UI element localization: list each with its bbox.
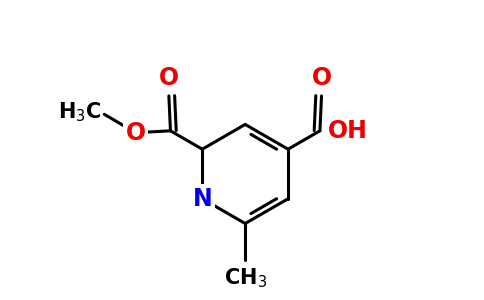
Text: CH$_3$: CH$_3$ (224, 266, 267, 290)
Text: O: O (312, 66, 332, 90)
Text: OH: OH (328, 119, 368, 143)
Text: O: O (159, 66, 179, 90)
Text: O: O (125, 121, 146, 145)
Text: N: N (193, 187, 212, 211)
Text: H$_3$C: H$_3$C (58, 101, 101, 124)
